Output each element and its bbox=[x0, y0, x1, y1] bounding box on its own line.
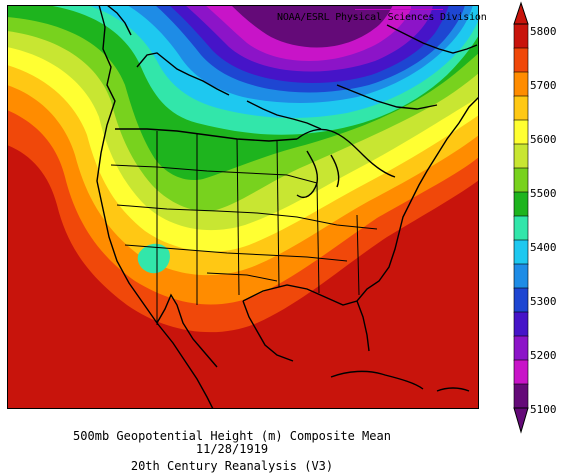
colorbar-label-5600: 5600 bbox=[530, 133, 557, 146]
colorbar-segment bbox=[513, 383, 529, 409]
colorbar-segment bbox=[513, 191, 529, 217]
colorbar-label-5500: 5500 bbox=[530, 187, 557, 200]
map-border bbox=[7, 5, 479, 409]
colorbar-segment bbox=[513, 311, 529, 337]
band-5400-low bbox=[137, 243, 170, 274]
caption-title: 500mb Geopotential Height (m) Composite … bbox=[73, 429, 391, 443]
caption-source: 20th Century Reanalysis (V3) bbox=[130, 459, 334, 473]
credit-text: NOAA/ESRL Physical Sciences Division bbox=[277, 12, 487, 23]
colorbar-segments bbox=[513, 23, 529, 409]
credit-underline bbox=[355, 9, 443, 10]
colorbar-segment bbox=[513, 215, 529, 241]
colorbar-label-5700: 5700 bbox=[530, 79, 557, 92]
colorbar-label-5300: 5300 bbox=[530, 295, 557, 308]
band-below-5100 bbox=[231, 5, 393, 48]
state-borders bbox=[110, 131, 378, 325]
colorbar-label-5200: 5200 bbox=[530, 349, 557, 362]
colorbar-segment bbox=[513, 263, 529, 289]
colorbar-segment bbox=[513, 335, 529, 361]
colorbar bbox=[513, 1, 529, 434]
colorbar-label-5400: 5400 bbox=[530, 241, 557, 254]
colorbar-segment bbox=[513, 47, 529, 73]
colorbar-segment bbox=[513, 167, 529, 193]
colorbar-segment bbox=[513, 71, 529, 97]
colorbar-segment bbox=[513, 287, 529, 313]
colorbar-segment bbox=[513, 119, 529, 145]
colorbar-segment bbox=[513, 143, 529, 169]
colorbar-segment bbox=[513, 95, 529, 121]
colorbar-label-5800: 5800 bbox=[530, 25, 557, 38]
colorbar-top-arrow bbox=[513, 1, 529, 25]
coastlines bbox=[96, 5, 479, 409]
cuba-coast bbox=[330, 370, 424, 390]
height-field-map bbox=[7, 5, 479, 409]
caption-date: 11/28/1919 bbox=[195, 442, 269, 456]
map-panel bbox=[7, 5, 479, 409]
colorbar-label-5100: 5100 bbox=[530, 403, 557, 416]
colorbar-segment bbox=[513, 359, 529, 385]
colorbar-segment bbox=[513, 239, 529, 265]
colorbar-segment bbox=[513, 23, 529, 49]
colorbar-bottom-arrow bbox=[513, 407, 529, 434]
